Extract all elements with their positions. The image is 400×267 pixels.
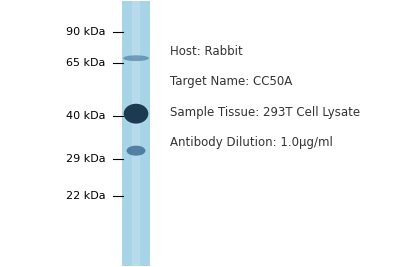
Ellipse shape	[123, 55, 149, 61]
Text: Host: Rabbit: Host: Rabbit	[170, 45, 243, 58]
Ellipse shape	[124, 104, 148, 124]
Text: Antibody Dilution: 1.0μg/ml: Antibody Dilution: 1.0μg/ml	[170, 136, 333, 149]
Text: 65 kDa: 65 kDa	[66, 58, 106, 68]
Text: 29 kDa: 29 kDa	[66, 154, 106, 164]
Text: 90 kDa: 90 kDa	[66, 27, 106, 37]
Text: 22 kDa: 22 kDa	[66, 191, 106, 201]
Ellipse shape	[126, 146, 146, 156]
Text: Sample Tissue: 293T Cell Lysate: Sample Tissue: 293T Cell Lysate	[170, 106, 360, 119]
Bar	[132, 1, 140, 266]
Bar	[122, 1, 150, 266]
Text: Target Name: CC50A: Target Name: CC50A	[170, 76, 292, 88]
Text: 40 kDa: 40 kDa	[66, 111, 106, 121]
